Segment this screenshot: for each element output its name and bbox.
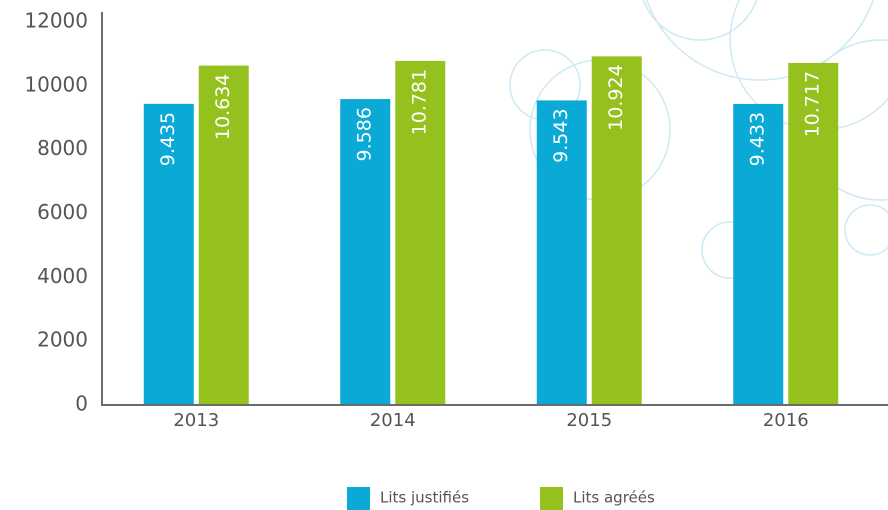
value-label: 10.634 bbox=[212, 74, 234, 140]
y-tick-label: 12000 bbox=[24, 9, 88, 33]
y-tick-label: 10000 bbox=[24, 72, 88, 96]
x-tick-label: 2016 bbox=[763, 410, 809, 431]
value-label: 9.586 bbox=[354, 107, 376, 161]
y-tick-label: 2000 bbox=[37, 328, 88, 352]
y-tick-label: 4000 bbox=[37, 264, 88, 288]
y-tick-label: 0 bbox=[75, 392, 88, 416]
legend-swatch bbox=[347, 487, 370, 510]
y-tick-label: 8000 bbox=[37, 136, 88, 160]
value-label: 9.433 bbox=[747, 112, 769, 166]
value-label: 10.924 bbox=[605, 64, 627, 130]
y-tick-label: 6000 bbox=[37, 200, 88, 224]
x-tick-label: 2015 bbox=[566, 410, 612, 431]
value-label: 9.543 bbox=[550, 108, 572, 162]
x-tick-label: 2014 bbox=[370, 410, 416, 431]
value-label: 9.435 bbox=[157, 112, 179, 166]
chart: 0 2000 4000 6000 8000 10000 12000 2013 9.435 10.6… bbox=[0, 0, 888, 510]
value-label: 10.717 bbox=[802, 71, 824, 137]
x-tick-label: 2013 bbox=[173, 410, 219, 431]
legend-label: Lits agréés bbox=[573, 489, 655, 507]
legend-swatch bbox=[540, 487, 563, 510]
legend-label: Lits justifiés bbox=[380, 489, 469, 507]
value-label: 10.781 bbox=[409, 69, 431, 135]
